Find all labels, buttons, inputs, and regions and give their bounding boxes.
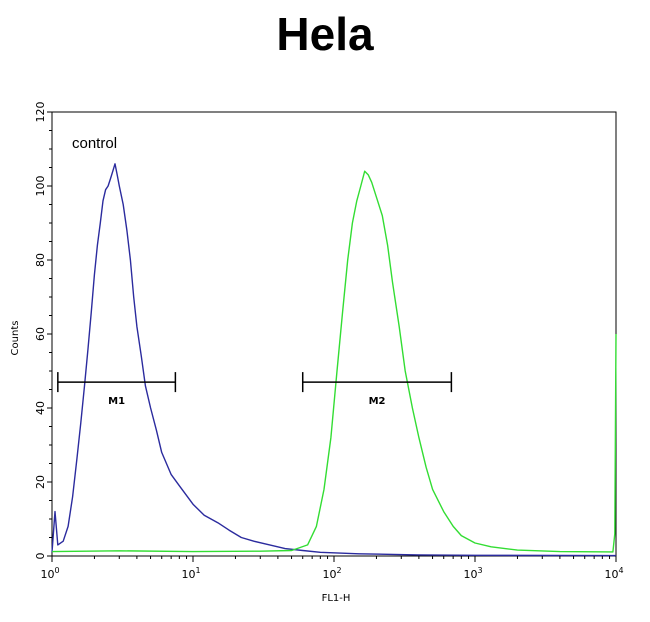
marker-label: M1 <box>108 396 125 407</box>
y-tick-label: 0 <box>34 553 47 560</box>
y-axis-label: Counts <box>10 321 21 356</box>
marker-m2: M2 <box>301 372 453 407</box>
x-tick-label: 101 <box>181 566 200 581</box>
y-tick-label: 100 <box>34 176 47 197</box>
y-tick-label: 20 <box>34 475 47 489</box>
x-tick-label: 103 <box>463 566 482 581</box>
control-annotation: control <box>72 135 117 152</box>
y-tick-label: 80 <box>34 253 47 267</box>
x-tick-label: 100 <box>40 566 59 581</box>
y-tick-label: 60 <box>34 327 47 341</box>
marker-label: M2 <box>369 396 386 407</box>
y-tick-label: 40 <box>34 401 47 415</box>
plot-frame <box>51 111 617 557</box>
series-line-1 <box>51 163 617 557</box>
y-tick-label: 120 <box>34 102 47 123</box>
x-tick-label: 104 <box>604 566 623 581</box>
series-line-2 <box>51 170 617 553</box>
x-axis-label: FL1-H <box>322 593 351 604</box>
marker-m1: M1 <box>57 372 177 407</box>
chart-title: Hela <box>276 8 374 60</box>
x-tick-label: 102 <box>322 566 341 581</box>
